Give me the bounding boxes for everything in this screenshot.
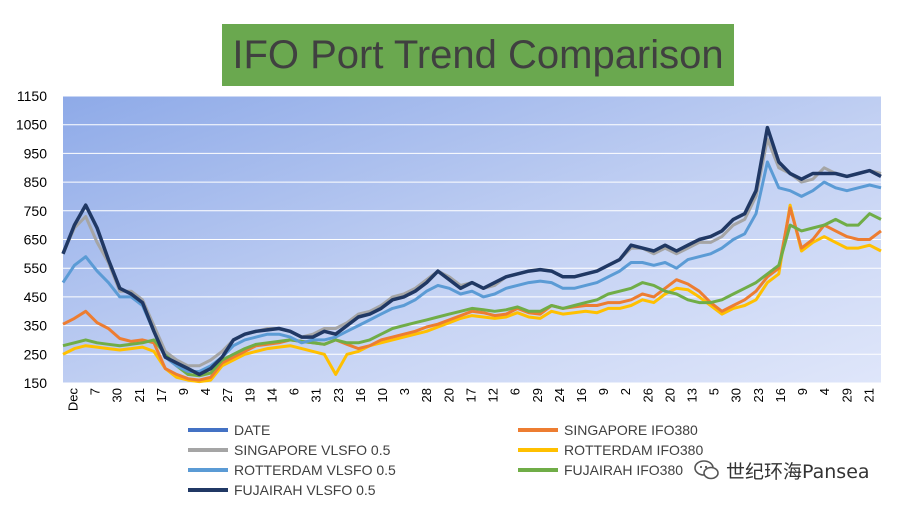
x-tick-label: Dec [65, 388, 80, 412]
x-tick-label: 9 [596, 388, 611, 395]
legend-label-date: DATE [234, 422, 270, 438]
y-tick-label: 950 [24, 145, 48, 161]
x-tick-label: 21 [861, 388, 876, 402]
x-tick-label: 23 [751, 388, 766, 402]
legend-label-rotterdam-ifo380: ROTTERDAM IFO380 [564, 442, 703, 458]
y-tick-label: 150 [24, 375, 48, 391]
x-tick-label: 7 [88, 388, 103, 395]
chart-title-text: IFO Port Trend Comparison [232, 32, 724, 77]
legend: DATE SINGAPORE IFO380 SINGAPORE VLSFO 0.5 R… [188, 422, 703, 498]
x-tick-label: 4 [198, 388, 213, 395]
x-tick-label: 13 [685, 388, 700, 402]
x-tick-label: 14 [264, 388, 279, 402]
x-tick-label: 4 [817, 388, 832, 395]
x-tick-label: 19 [242, 388, 257, 402]
x-tick-label: 23 [331, 388, 346, 402]
grid-lines [63, 95, 881, 384]
x-tick-label: 20 [441, 388, 456, 402]
y-tick-label: 250 [24, 346, 48, 362]
x-tick-label: 10 [375, 388, 390, 402]
x-tick-label: 6 [508, 388, 523, 395]
chart-title: IFO Port Trend Comparison [222, 24, 734, 86]
x-tick-label: 17 [463, 388, 478, 402]
y-tick-label: 1050 [16, 117, 47, 133]
legend-label-singapore-ifo380: SINGAPORE IFO380 [564, 422, 698, 438]
x-tick-label: 5 [707, 388, 722, 395]
series-line-rotterdam-vlsfo-0-5 [61, 160, 882, 373]
x-tick-label: 16 [574, 388, 589, 402]
y-tick-label: 550 [24, 260, 48, 276]
series-line-rotterdam-ifo380 [62, 203, 882, 384]
x-tick-label: 29 [839, 388, 854, 402]
y-tick-label: 450 [24, 289, 48, 305]
x-tick-label: 9 [795, 388, 810, 395]
x-tick-label: 9 [176, 388, 191, 395]
x-tick-label: 16 [773, 388, 788, 402]
x-tick-label: 30 [110, 388, 125, 402]
x-tick-label: 29 [530, 388, 545, 402]
x-tick-label: 28 [419, 388, 434, 402]
watermark-text: 世纪环海Pansea [726, 460, 870, 483]
series-lines [61, 125, 882, 384]
y-tick-label: 750 [24, 203, 48, 219]
watermark: 世纪环海Pansea [694, 453, 914, 487]
x-tick-label: 31 [309, 388, 324, 402]
x-tick-label: 3 [397, 388, 412, 395]
legend-label-fujairah-ifo380: FUJAIRAH IFO380 [564, 462, 683, 478]
x-tick-label: 6 [287, 388, 302, 395]
x-tick-label: 16 [353, 388, 368, 402]
x-tick-label: 12 [486, 388, 501, 402]
y-axis: 150 250 350 450 550 650 750 850 950 1050 1150 [16, 88, 47, 391]
y-tick-label: 1150 [17, 88, 47, 104]
x-tick-label: 2 [618, 388, 633, 395]
series-line-singapore-ifo380 [62, 206, 882, 382]
y-tick-label: 350 [24, 318, 48, 334]
legend-label-fujairah-vlsfo-0-5: FUJAIRAH VLSFO 0.5 [234, 482, 376, 498]
x-tick-label: 26 [640, 388, 655, 402]
series-line-fujairah-vlsfo-0-5 [61, 125, 882, 377]
legend-label-singapore-vlsfo-0-5: SINGAPORE VLSFO 0.5 [234, 442, 391, 458]
x-tick-label: 27 [220, 388, 235, 402]
x-tick-label: 30 [729, 388, 744, 402]
x-tick-label: 24 [552, 388, 567, 402]
x-tick-label: 20 [662, 388, 677, 402]
y-tick-label: 650 [24, 232, 48, 248]
x-tick-label: 21 [132, 388, 147, 402]
legend-label-rotterdam-vlsfo-0-5: ROTTERDAM VLSFO 0.5 [234, 462, 396, 478]
wechat-icon [694, 460, 719, 480]
x-axis: Dec 7 30 21 17 9 4 27 19 14 6 31 23 16 10 3 28 20 17 12 6 29 2… [65, 388, 876, 412]
y-tick-label: 850 [24, 174, 48, 190]
x-tick-label: 17 [154, 388, 169, 402]
